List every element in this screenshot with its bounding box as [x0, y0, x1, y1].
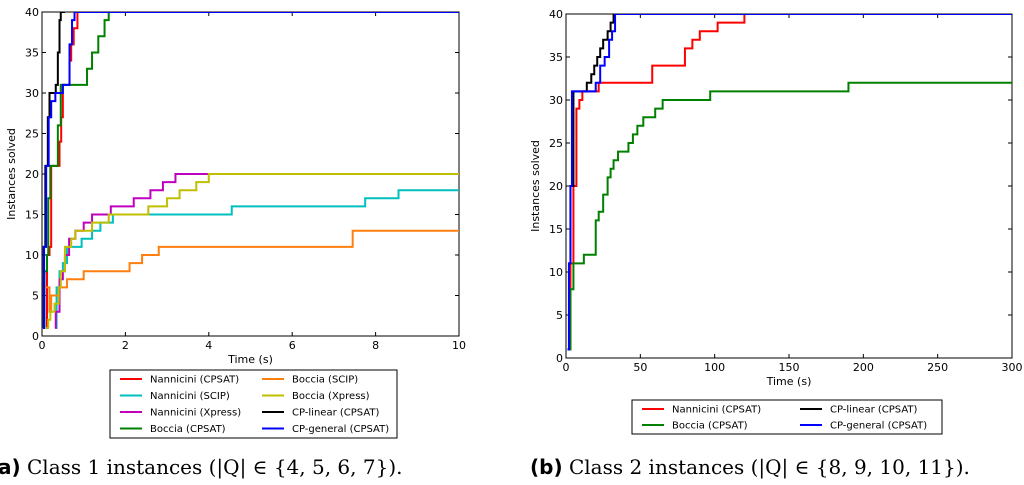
- y-tick-label: 30: [549, 94, 563, 107]
- legend-label: Boccia (Xpress): [292, 391, 370, 402]
- x-tick-label: 8: [372, 339, 379, 352]
- caption-a-tag: a): [0, 455, 21, 479]
- legend: Nannicini (CPSAT) Nannicini (SCIP) Nannici…: [109, 369, 398, 439]
- series-line-boccia-scip: [43, 229, 459, 329]
- legend-label: CP-linear (CPSAT): [830, 405, 917, 416]
- y-tick-label: 35: [25, 47, 39, 60]
- x-tick-label: 250: [927, 361, 948, 374]
- caption-b-tag: (b): [530, 455, 563, 479]
- legend: Nannicini (CPSAT) Boccia (CPSAT) CP-linear…: [631, 399, 943, 435]
- legend-box: [109, 369, 398, 439]
- y-tick-label: 0: [556, 352, 563, 365]
- x-tick-label: 150: [779, 361, 800, 374]
- series-line-cp-general-cpsat: [567, 14, 1012, 351]
- caption-b-text: Class 2 instances (|Q| ∈ {8, 9, 10, 11})…: [568, 455, 970, 479]
- x-tick-label: 10: [452, 339, 466, 352]
- y-tick-label: 25: [25, 128, 39, 141]
- series-group: [567, 14, 1012, 351]
- legend-label: Boccia (CPSAT): [672, 421, 748, 432]
- legend-label: Nannicini (CPSAT): [150, 375, 239, 386]
- plot-frame: [565, 13, 1013, 359]
- x-tick-label: 50: [633, 361, 647, 374]
- caption-a-text: Class 1 instances (|Q| ∈ {4, 5, 6, 7}).: [27, 455, 403, 479]
- series-group: [42, 12, 459, 329]
- y-tick-label: 20: [25, 168, 39, 181]
- legend-label: CP-general (CPSAT): [830, 421, 927, 432]
- chart-1: 0 50 100 150 200 250 300 0 5 10 15 20 25 30 35 40 Time (…: [529, 8, 1023, 435]
- x-tick-label: 4: [205, 339, 212, 352]
- y-tick-label: 10: [25, 249, 39, 262]
- series-line-boccia-xpress: [46, 173, 459, 329]
- x-tick-label: 6: [289, 339, 296, 352]
- legend-label: Nannicini (CPSAT): [672, 405, 761, 416]
- y-tick-label: 5: [32, 290, 39, 303]
- series-line-boccia-cpsat: [568, 81, 1012, 351]
- series-line-cp-linear-cpsat: [567, 14, 1012, 351]
- x-tick-label: 200: [853, 361, 874, 374]
- y-tick-label: 10: [549, 266, 563, 279]
- legend-label: Nannicini (SCIP): [150, 391, 230, 402]
- x-axis-label: Time (s): [766, 375, 812, 388]
- legend-label: CP-linear (CPSAT): [292, 408, 379, 419]
- series-line-nannicini-scip: [55, 189, 459, 329]
- y-axis-label: Instances solved: [529, 140, 542, 232]
- y-tick-label: 15: [25, 209, 39, 222]
- legend-label: Boccia (CPSAT): [150, 424, 226, 435]
- y-tick-label: 30: [25, 87, 39, 100]
- series-line-cp-general-cpsat: [43, 12, 459, 329]
- legend-label: CP-general (CPSAT): [292, 424, 389, 435]
- y-tick-label: 0: [32, 330, 39, 343]
- y-axis-label: Instances solved: [5, 128, 18, 220]
- y-tick-label: 25: [549, 137, 563, 150]
- x-tick-label: 2: [122, 339, 129, 352]
- chart-0: 0 2 4 6 8 10 0 5 10 15 20 25 30 35 40 Time (s) Instances…: [5, 6, 466, 439]
- series-line-nannicini-cpsat: [46, 12, 82, 329]
- legend-box: [631, 399, 943, 435]
- caption-b: (b) Class 2 instances (|Q| ∈ {8, 9, 10, …: [530, 455, 970, 479]
- series-line-nannicini-cpsat: [568, 14, 1012, 351]
- series-line-boccia-cpsat: [43, 12, 115, 329]
- x-tick-label: 0: [39, 339, 46, 352]
- y-tick-label: 5: [556, 309, 563, 322]
- x-tick-label: 0: [563, 361, 570, 374]
- x-tick-label: 300: [1002, 361, 1023, 374]
- y-tick-label: 15: [549, 223, 563, 236]
- y-tick-label: 40: [549, 8, 563, 21]
- y-tick-label: 20: [549, 180, 563, 193]
- y-tick-label: 40: [25, 6, 39, 19]
- legend-label: Nannicini (Xpress): [150, 408, 241, 419]
- legend-label: Boccia (SCIP): [292, 375, 358, 386]
- x-axis-label: Time (s): [227, 353, 273, 366]
- caption-a: a) Class 1 instances (|Q| ∈ {4, 5, 6, 7}…: [0, 455, 402, 479]
- y-tick-label: 35: [549, 51, 563, 64]
- x-tick-label: 100: [704, 361, 725, 374]
